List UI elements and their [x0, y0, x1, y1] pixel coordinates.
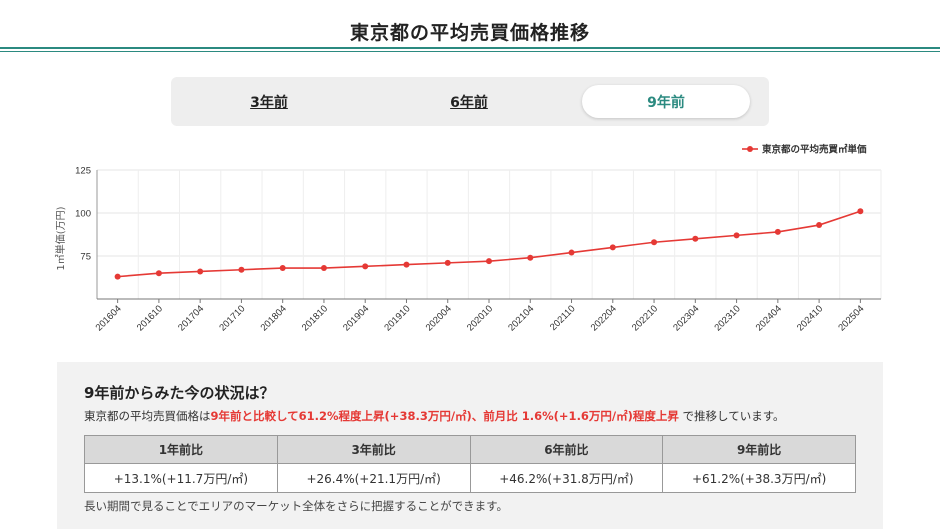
data-point	[155, 270, 162, 277]
data-point	[733, 232, 740, 239]
summary-prefix: 東京都の平均売買価格は	[84, 409, 211, 423]
tab-3-years[interactable]: 3年前	[185, 85, 353, 118]
summary-heading: 9年前からみた今の状況は？	[84, 384, 275, 402]
x-tick-label: 202310	[713, 303, 743, 333]
data-point	[197, 268, 204, 275]
chart-grid	[96, 169, 882, 299]
summary-note: 長い期間で見ることでエリアのマーケット全体をさらに把握することができます。	[84, 499, 509, 513]
table-header: 6年前比	[469, 435, 664, 464]
data-point	[279, 265, 286, 272]
summary-panel: 9年前からみた今の状況は？ 東京都の平均売買価格は9年前と比較して61.2%程度…	[57, 362, 883, 529]
x-tick-label: 202304	[671, 303, 701, 333]
data-point	[362, 263, 369, 270]
x-tick-label: 201910	[382, 303, 412, 333]
table-header: 9年前比	[662, 435, 856, 464]
table-cell: +26.4%(+21.1万円/㎡)	[276, 463, 471, 493]
tab-9-years[interactable]: 9年前	[582, 85, 750, 118]
tab-label: 9年前	[647, 94, 685, 111]
series-line	[117, 210, 861, 278]
y-tick-label: 100	[75, 209, 91, 220]
summary-text: 東京都の平均売買価格は9年前と比較して61.2%程度上昇(+38.3万円/㎡)、…	[84, 408, 785, 424]
legend-label: 東京都の平均売買㎡単価	[761, 144, 867, 156]
y-tick-label: 75	[80, 252, 91, 263]
data-point	[403, 261, 410, 268]
table-header: 1年前比	[84, 435, 278, 464]
price-line-chart: 75 100 125 201604 201610 201704 201710 201804 20…	[54, 144, 882, 334]
table-cell: +46.2%(+31.8万円/㎡)	[469, 463, 664, 493]
data-point	[816, 222, 823, 229]
summary-highlight: 9年前と比較して61.2%程度上昇(+38.3万円/㎡)、前月比 1.6%(+1…	[210, 409, 679, 423]
data-point	[444, 259, 451, 266]
x-tick-label: 201710	[217, 303, 247, 333]
x-tick-label: 202504	[836, 303, 866, 333]
x-tick-label: 202010	[465, 303, 495, 333]
data-point	[857, 208, 864, 215]
x-tick-label: 201604	[94, 303, 124, 333]
x-tick-label: 201704	[176, 303, 206, 333]
data-point	[609, 244, 616, 251]
data-point	[238, 266, 245, 273]
tab-label: 3年前	[250, 94, 288, 111]
chart-series	[114, 208, 864, 280]
x-tick-label: 202004	[424, 303, 454, 333]
summary-suffix: で推移しています。	[678, 409, 785, 423]
x-tick-label: 202204	[589, 303, 619, 333]
data-point	[568, 249, 575, 256]
table-row: +13.1%(+11.7万円/㎡) +26.4%(+21.1万円/㎡) +46.…	[84, 463, 856, 493]
table-cell: +13.1%(+11.7万円/㎡)	[84, 463, 278, 493]
data-point	[320, 265, 327, 272]
comparison-table: 1年前比 3年前比 6年前比 9年前比 +13.1%(+11.7万円/㎡) +2…	[84, 435, 856, 493]
data-point	[774, 228, 781, 235]
data-point	[651, 239, 658, 246]
x-tick-label: 202104	[506, 303, 536, 333]
x-tick-label: 201610	[135, 303, 165, 333]
y-axis-title: 1㎡単価(万円)	[54, 206, 67, 270]
tab-label: 6年前	[450, 94, 488, 111]
table-cell: +61.2%(+38.3万円/㎡)	[662, 463, 856, 493]
y-tick-label: 125	[75, 166, 91, 177]
data-point	[692, 235, 699, 242]
x-tick-label: 202410	[795, 303, 825, 333]
chart-legend: 東京都の平均売買㎡単価	[742, 144, 867, 156]
page-title: 東京都の平均売買価格推移	[349, 22, 590, 44]
table-header: 3年前比	[276, 435, 471, 464]
x-tick-label: 201804	[259, 303, 289, 333]
tab-6-years[interactable]: 6年前	[385, 85, 553, 118]
x-tick-label: 202210	[630, 303, 660, 333]
period-tabs: 3年前 6年前 9年前	[171, 77, 769, 126]
table-header-row: 1年前比 3年前比 6年前比 9年前比	[84, 435, 856, 464]
x-tick-label: 202404	[754, 303, 784, 333]
title-divider	[0, 47, 940, 49]
x-tick-label: 201904	[341, 303, 371, 333]
legend-swatch-marker	[747, 146, 753, 152]
title-divider-thin	[0, 51, 940, 52]
data-point	[486, 258, 492, 265]
x-tick-label: 202110	[548, 303, 578, 333]
data-point	[114, 273, 121, 280]
x-tick-label: 201810	[300, 303, 330, 333]
data-point	[527, 254, 534, 261]
